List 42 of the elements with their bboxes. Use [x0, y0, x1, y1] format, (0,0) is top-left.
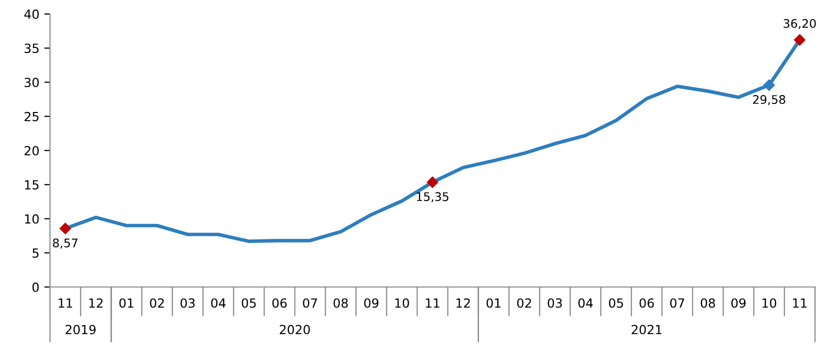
x-tick-label: 09: [731, 298, 746, 308]
y-tick-label: 40: [24, 9, 39, 19]
x-tick-label: 06: [640, 298, 654, 308]
x-tick-label: 11: [426, 298, 440, 308]
x-tick-label: 10: [762, 298, 776, 308]
x-tick-label: 11: [58, 298, 72, 308]
y-tick-label: 35: [24, 44, 38, 54]
text: 2021: [632, 324, 662, 334]
y-tick-label: 0: [32, 282, 39, 292]
point: [763, 80, 775, 91]
data-label: 15,35: [416, 192, 448, 202]
x-tick-label: 03: [548, 298, 562, 308]
data-label: 29,58: [753, 95, 786, 106]
x-tick-label: 08: [700, 298, 715, 308]
x-tick-label: 01: [119, 298, 134, 308]
data-label: 36,20: [784, 18, 816, 30]
text: 2020: [280, 324, 310, 334]
x-tick-label: 05: [608, 298, 623, 308]
x-tick-label: 04: [211, 298, 226, 308]
y-tick-label: 20: [24, 146, 39, 156]
y-tick-label: 10: [25, 214, 39, 224]
y-tick-label: 5: [32, 248, 38, 258]
x-tick-label: 02: [517, 298, 531, 308]
x-tick-label: 05: [242, 298, 256, 308]
x-tick-label: 04: [578, 298, 593, 308]
x-tick-label: 07: [670, 298, 684, 308]
x-tick-label: 11: [793, 298, 806, 308]
x-tick-label: 08: [334, 298, 348, 308]
x-tick-label: 07: [302, 298, 317, 308]
x-tick-label: 06: [272, 298, 287, 308]
x-tick-label: 09: [364, 298, 378, 308]
y-tick-label: 25: [24, 112, 38, 122]
x-tick-label: 03: [180, 298, 195, 308]
data-label: 8,57: [52, 238, 78, 249]
y-tick-label: 30: [24, 78, 39, 88]
x-tick-label: 12: [89, 298, 103, 308]
text: 2019: [66, 324, 96, 334]
x-tick-label: 01: [486, 298, 500, 308]
x-tick-label: 10: [395, 298, 410, 308]
x-tick-label: 02: [150, 298, 164, 308]
x-tick-label: 12: [456, 298, 470, 308]
y-tick-label: 15: [25, 180, 38, 190]
